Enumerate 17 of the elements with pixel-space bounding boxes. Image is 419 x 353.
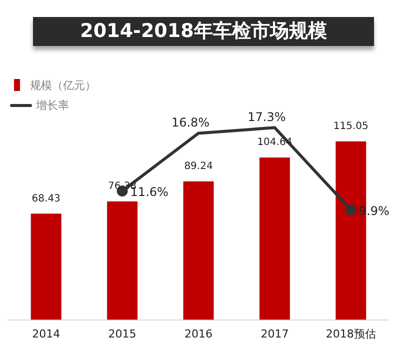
data-label: 89.24: [184, 161, 213, 172]
x-tick-label: 2014: [32, 327, 60, 340]
data-label: 16.8%: [171, 115, 210, 130]
x-tick-label: 2017: [260, 327, 289, 340]
legend-label: 增长率: [36, 98, 69, 112]
chart-title: 2014-2018年车检市场规模: [33, 17, 374, 46]
data-label: 17.3%: [248, 110, 286, 124]
bar: [107, 201, 138, 320]
data-label: 68.43: [32, 193, 60, 204]
bar: [30, 214, 62, 320]
bar: [259, 158, 290, 320]
data-label: 115.05: [333, 120, 368, 132]
x-tick-label: 2016: [184, 327, 212, 340]
bar: [183, 181, 214, 320]
legend-label: 规模（亿元）: [30, 78, 96, 92]
x-tick-label: 2015: [108, 327, 136, 340]
x-tick-label: 2018预估: [326, 327, 376, 340]
